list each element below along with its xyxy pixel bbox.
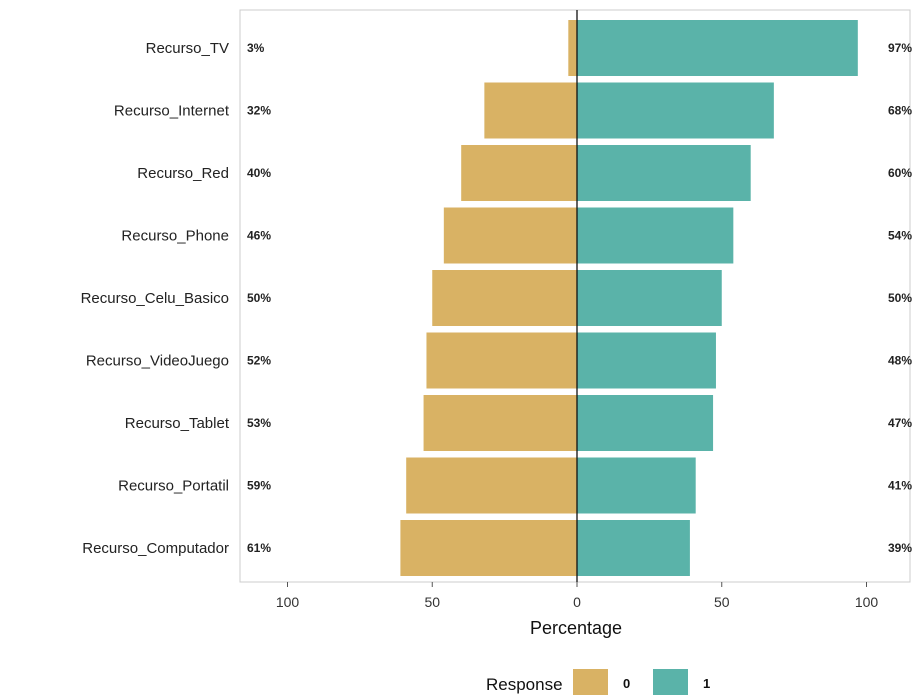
bars-layer [400, 20, 858, 576]
percent-label-1: 39% [888, 541, 912, 555]
percent-label-1: 68% [888, 104, 912, 118]
bar-Recurso_Phone-0 [443, 207, 577, 264]
percent-label-0: 50% [247, 291, 271, 305]
category-label: Recurso_Tablet [125, 415, 230, 432]
legend-title: Response [486, 675, 563, 694]
bar-Recurso_VideoJuego-1 [577, 332, 716, 389]
bar-Recurso_Computador-1 [577, 520, 690, 576]
bar-Recurso_Red-1 [577, 145, 751, 201]
category-label: Recurso_Portatil [118, 478, 229, 495]
percent-label-0: 40% [247, 166, 271, 180]
category-label: Recurso_Phone [121, 228, 229, 245]
percent-label-1: 41% [888, 479, 912, 493]
bar-Recurso_Celu_Basico-1 [577, 270, 722, 326]
x-tick-label: 0 [573, 594, 581, 610]
category-labels: Recurso_TV Recurso_Internet Recurso_Red Rec… [81, 40, 230, 557]
percent-label-1: 54% [888, 229, 912, 243]
percent-label-1: 60% [888, 166, 912, 180]
x-axis: 100 50 0 50 100 [276, 582, 879, 610]
bar-Recurso_TV-1 [577, 20, 858, 76]
bar-Recurso_Phone-1 [577, 207, 734, 264]
percent-label-0: 61% [247, 541, 271, 555]
legend-swatch-0 [573, 669, 608, 695]
bar-Recurso_Portatil-1 [577, 457, 696, 514]
bar-Recurso_Internet-1 [577, 82, 774, 139]
x-tick-label: 100 [855, 594, 879, 610]
x-tick-label: 50 [424, 594, 440, 610]
x-tick-label: 50 [714, 594, 730, 610]
percent-label-0: 3% [247, 41, 265, 55]
percent-label-0: 53% [247, 416, 271, 430]
percent-label-1: 47% [888, 416, 912, 430]
legend-label-1: 1 [703, 676, 710, 691]
percent-label-0: 46% [247, 229, 271, 243]
category-label: Recurso_Celu_Basico [81, 290, 229, 307]
percent-label-1: 97% [888, 41, 912, 55]
percent-label-0: 32% [247, 104, 271, 118]
bar-Recurso_Internet-0 [484, 82, 577, 139]
bar-Recurso_VideoJuego-0 [426, 332, 577, 389]
legend-swatch-1 [653, 669, 688, 695]
bar-Recurso_Celu_Basico-0 [432, 270, 577, 326]
percent-label-1: 48% [888, 354, 912, 368]
bar-Recurso_TV-0 [568, 20, 577, 76]
percent-label-0: 52% [247, 354, 271, 368]
percent-label-1: 50% [888, 291, 912, 305]
category-label: Recurso_TV [146, 40, 229, 57]
bar-Recurso_Portatil-0 [406, 457, 577, 514]
x-axis-title: Percentage [530, 618, 622, 638]
category-label: Recurso_Red [137, 165, 229, 182]
category-label: Recurso_Computador [82, 540, 229, 557]
percent-labels: 3% 97% 32% 68% 40% 60% 46% 54% 50% 50% 52% 48% 53% 47… [247, 41, 912, 555]
legend-label-0: 0 [623, 676, 630, 691]
bar-Recurso_Tablet-1 [577, 395, 714, 451]
legend: Response 0 1 [486, 669, 710, 695]
bar-Recurso_Tablet-0 [423, 395, 577, 451]
percent-label-0: 59% [247, 479, 271, 493]
bar-Recurso_Red-0 [461, 145, 577, 201]
bar-Recurso_Computador-0 [400, 520, 577, 576]
x-tick-label: 100 [276, 594, 300, 610]
category-label: Recurso_VideoJuego [86, 353, 229, 370]
category-label: Recurso_Internet [114, 103, 230, 120]
